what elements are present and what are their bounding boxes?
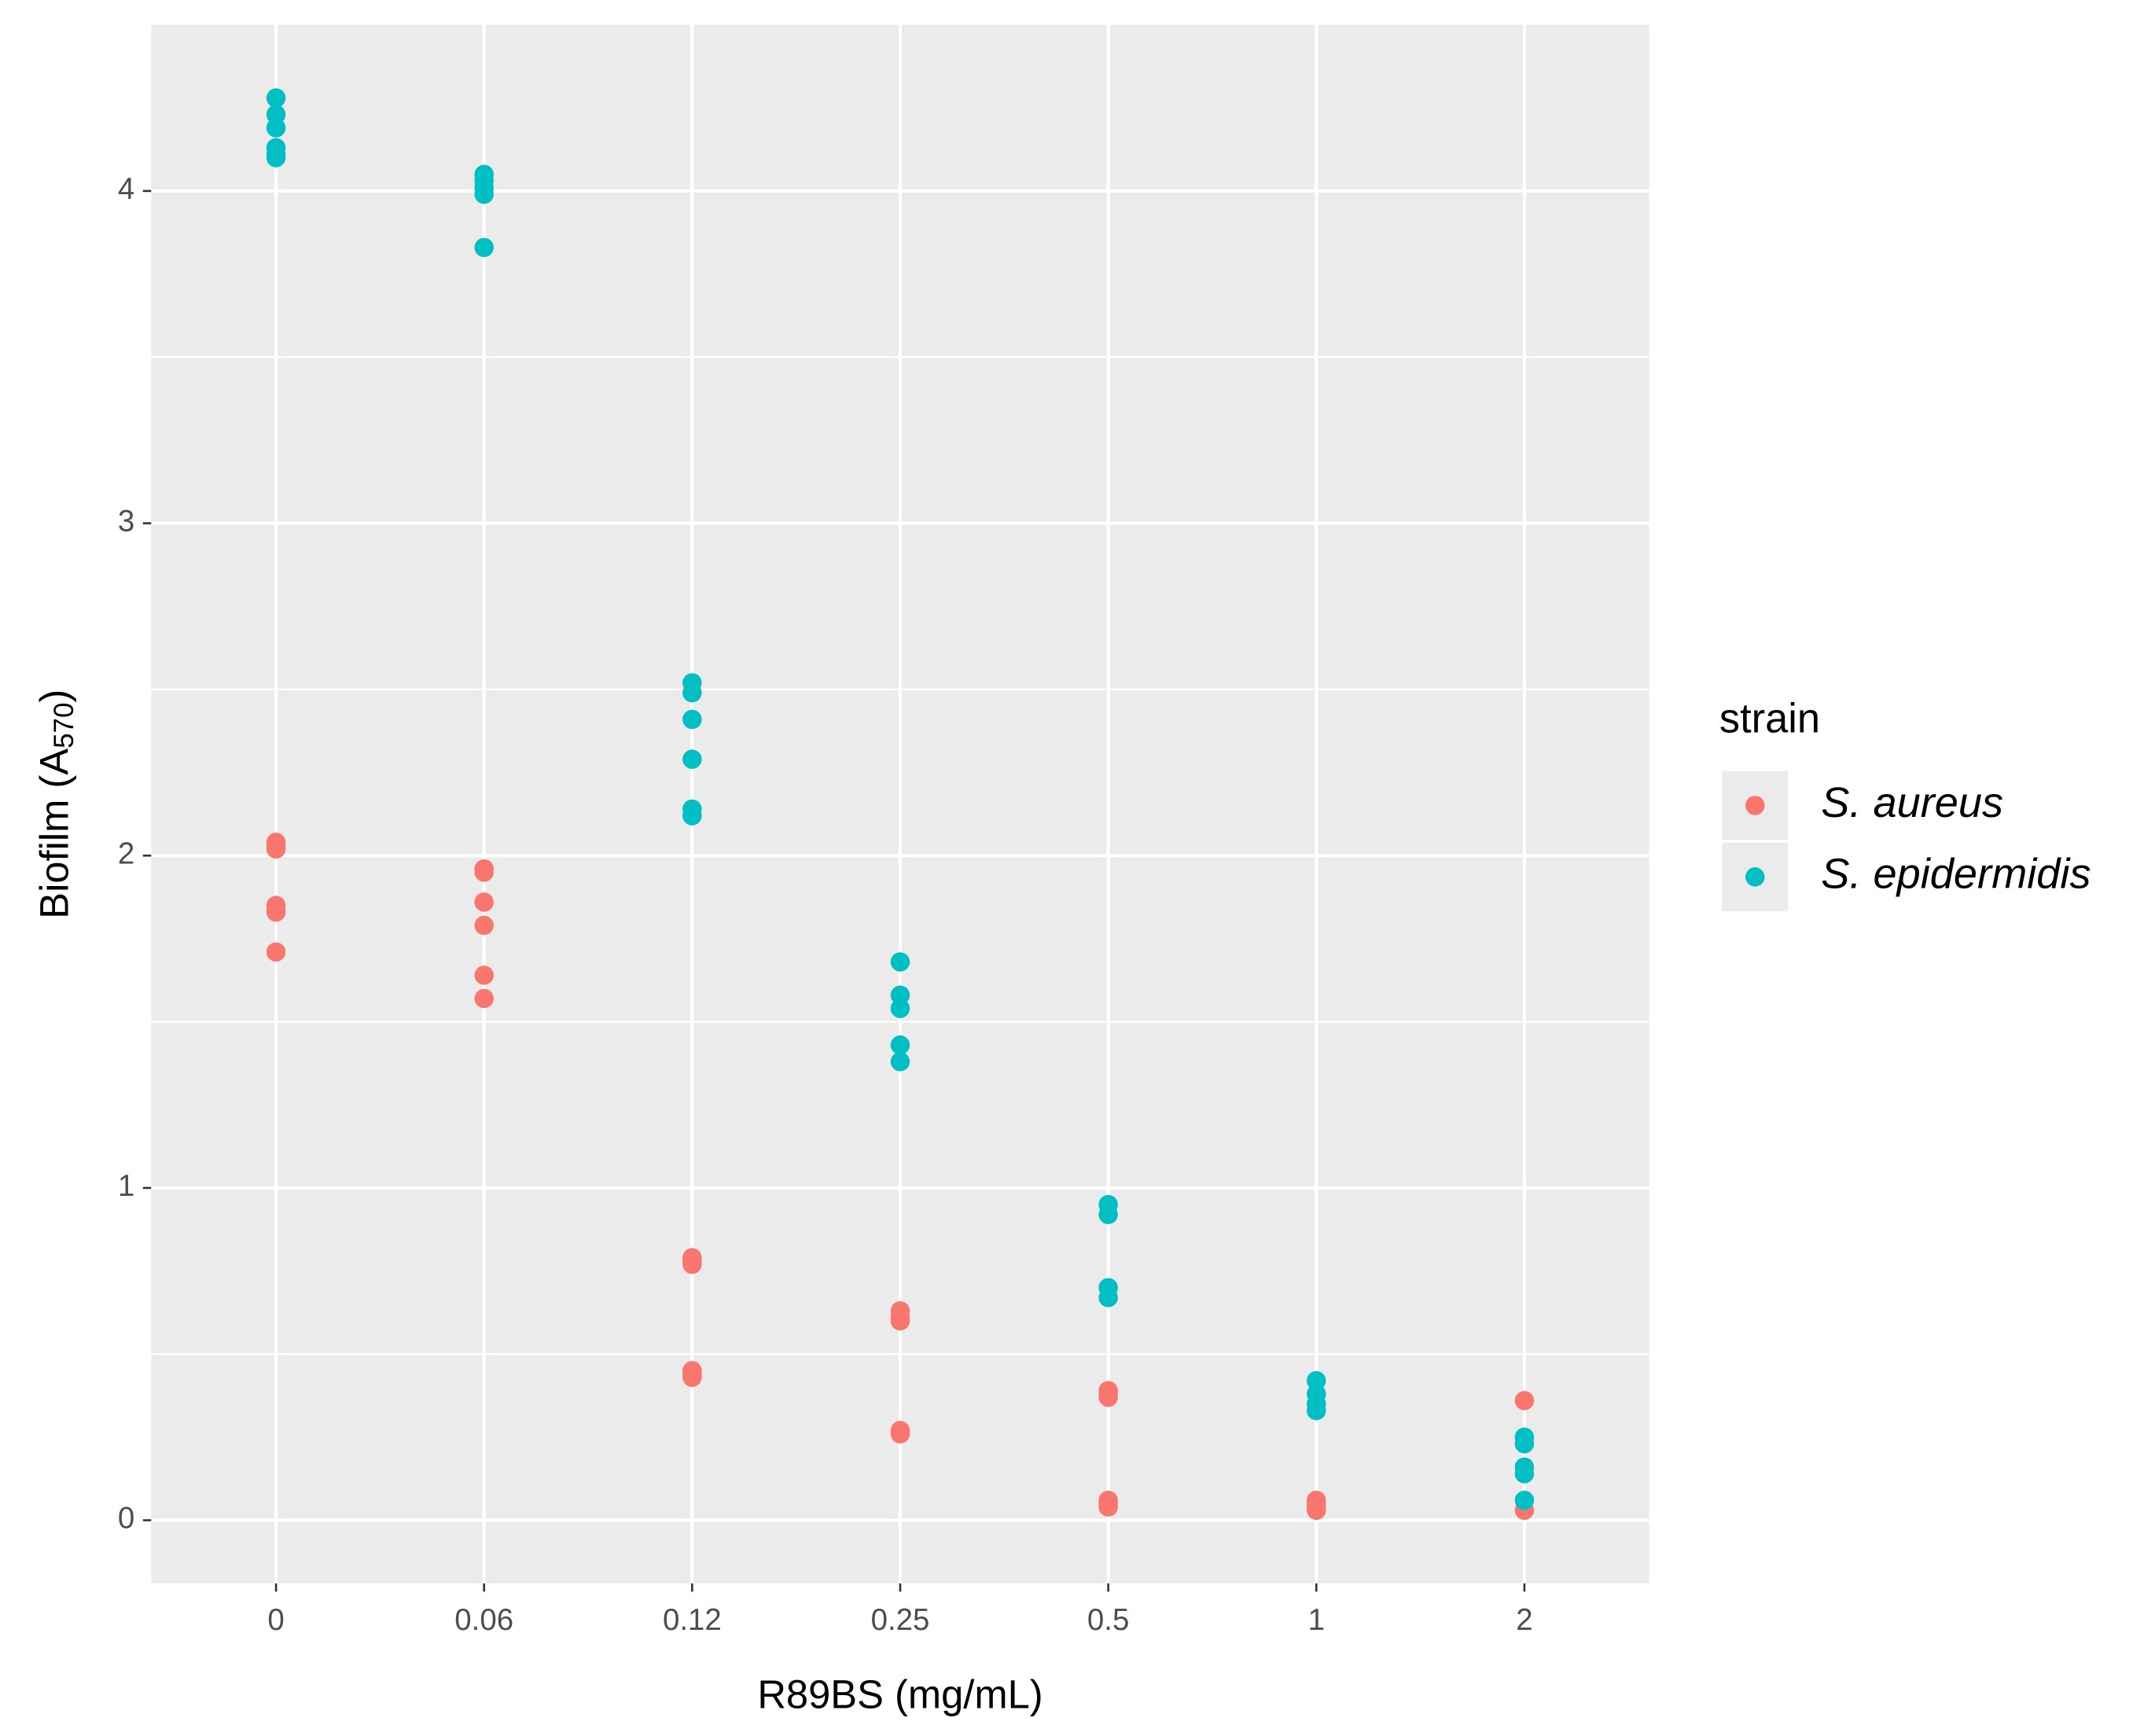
point [474,892,494,912]
point [1514,1434,1535,1454]
x-tick-label: 0.12 [663,1603,722,1637]
x-tick-label: 0 [267,1603,284,1637]
y-tick-label: 1 [118,1169,134,1203]
point [266,105,286,124]
point [1307,1370,1326,1391]
point [682,682,702,703]
legend-label: S. aureus [1821,779,2003,826]
point [890,1052,910,1072]
point [474,237,494,257]
point [266,118,286,138]
point [266,942,286,962]
y-tick-label: 0 [118,1502,134,1536]
point [1098,1205,1118,1224]
legend-label: S. epidermidis [1821,851,2091,898]
point [890,985,910,1005]
legend-title: strain [1719,697,1820,742]
y-tick-label: 3 [118,505,134,539]
y-tick-label: 4 [118,172,134,206]
point [682,1367,702,1388]
point [474,862,494,882]
point [1307,1500,1326,1521]
point [1514,1464,1535,1484]
x-axis-title: R89BS (mg/mL) [757,1672,1043,1716]
point [682,749,702,769]
point [1098,1288,1118,1308]
legend-swatch [1745,796,1765,815]
point [474,184,494,204]
point [1514,1391,1535,1410]
point [1098,1387,1118,1407]
point [890,1035,910,1055]
y-tick-label: 2 [118,837,134,870]
x-tick-label: 2 [1516,1603,1532,1637]
point [266,839,286,859]
point [890,999,910,1018]
point [266,902,286,922]
y-axis-title-main: Biofilm (A [32,748,77,919]
point [266,88,286,108]
point [1307,1400,1326,1421]
point [474,965,494,985]
x-tick-label: 0.5 [1087,1603,1129,1637]
point [890,1311,910,1331]
point [474,988,494,1009]
point [474,915,494,936]
point [1514,1490,1535,1510]
point [682,1254,702,1274]
y-axis-title-end: ) [32,690,77,703]
x-tick-label: 1 [1308,1603,1325,1637]
point [890,1424,910,1444]
y-axis-title-sub: 570 [49,703,79,748]
y-axis-title: Biofilm (A570) [32,690,79,919]
point [266,148,286,167]
x-tick-label: 0.25 [871,1603,930,1637]
x-tick-label: 0.06 [454,1603,513,1637]
point [1098,1497,1118,1517]
legend-swatch [1745,867,1765,887]
point [890,952,910,972]
point [682,806,702,826]
point [682,709,702,730]
